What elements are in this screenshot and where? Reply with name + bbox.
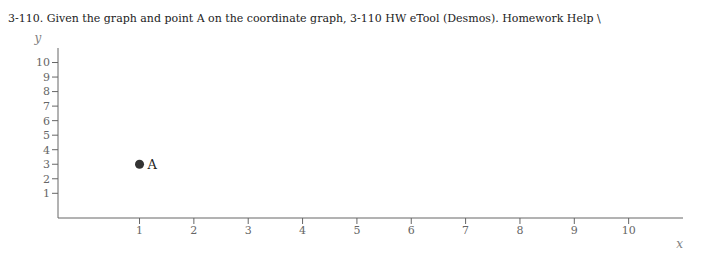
svg-text:1: 1 bbox=[136, 224, 143, 237]
svg-text:2: 2 bbox=[190, 224, 197, 237]
svg-text:4: 4 bbox=[299, 224, 306, 237]
svg-text:1: 1 bbox=[43, 187, 50, 200]
svg-text:2: 2 bbox=[43, 173, 50, 186]
html-text:3-110. Given the graph and poi: 3-110. Given the graph and point A on th… bbox=[8, 12, 601, 25]
svg-text:9: 9 bbox=[571, 224, 578, 237]
svg-text:x: x bbox=[676, 237, 683, 251]
svg-text:9: 9 bbox=[43, 71, 50, 84]
svg-text:6: 6 bbox=[43, 115, 50, 128]
svg-text:A: A bbox=[147, 157, 158, 172]
svg-text:7: 7 bbox=[43, 100, 50, 113]
svg-text:8: 8 bbox=[43, 85, 50, 98]
svg-text:5: 5 bbox=[353, 224, 360, 237]
svg-text:5: 5 bbox=[43, 129, 50, 142]
svg-text:3: 3 bbox=[43, 158, 50, 171]
svg-text:y: y bbox=[34, 31, 42, 45]
svg-text:4: 4 bbox=[43, 144, 50, 157]
svg-text:10: 10 bbox=[36, 56, 50, 69]
svg-text:6: 6 bbox=[408, 224, 415, 237]
svg-text:3: 3 bbox=[245, 224, 252, 237]
svg-text:8: 8 bbox=[516, 224, 523, 237]
svg-text:10: 10 bbox=[622, 224, 636, 237]
svg-text:7: 7 bbox=[462, 224, 469, 237]
